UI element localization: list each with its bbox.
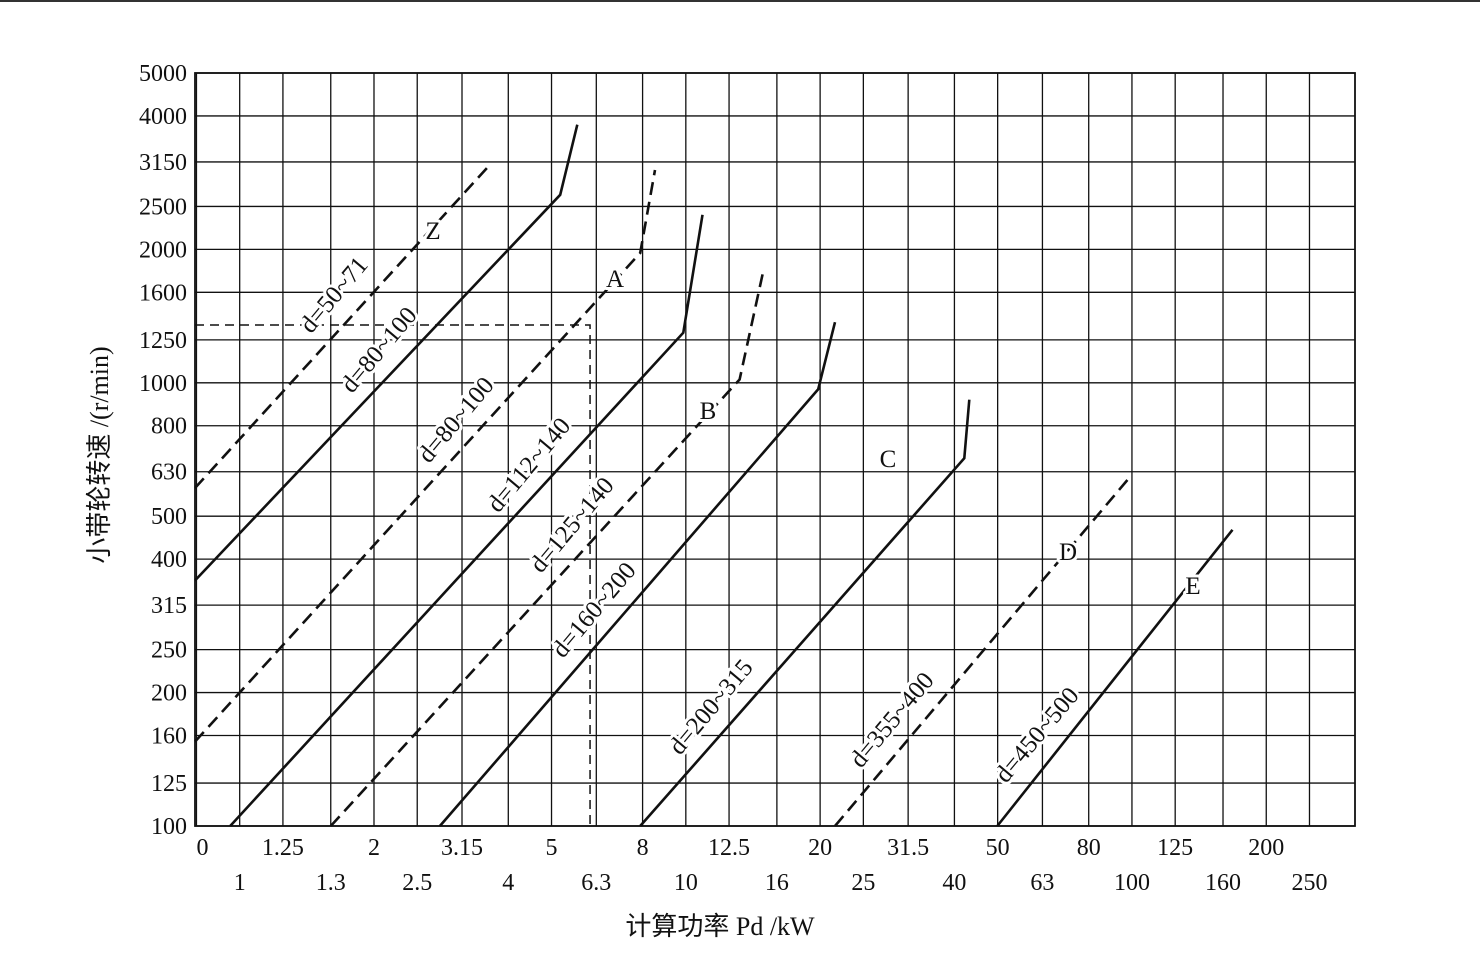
y-axis-title: 小带轮转速 /(r/min)	[85, 346, 114, 563]
belt-type-label: E	[1185, 573, 1200, 600]
x-tick-label: 8	[637, 835, 649, 861]
y-tick-label: 800	[151, 414, 187, 440]
x-tick-label: 80	[1077, 835, 1101, 861]
y-tick-label: 500	[151, 504, 187, 530]
x-tick-label: 10	[674, 870, 698, 896]
x-tick-label: 20	[808, 835, 832, 861]
top-rule	[0, 0, 1480, 2]
belt-type-label: C	[880, 446, 897, 473]
belt-line	[229, 214, 704, 827]
y-tick-label: 5000	[139, 61, 187, 87]
belt-type-label: B	[700, 398, 717, 425]
x-tick-label: 16	[765, 870, 789, 896]
y-tick-label: 160	[151, 724, 187, 750]
y-tick-label: 1250	[139, 328, 187, 354]
y-tick-label: 100	[151, 814, 187, 840]
x-tick-label: 63	[1030, 870, 1054, 896]
x-tick-label: 2.5	[402, 870, 432, 896]
belt-line	[834, 475, 1132, 827]
x-tick-label: 25	[851, 870, 875, 896]
plot-frame	[194, 72, 1356, 827]
x-tick-label: 250	[1291, 870, 1327, 896]
y-tick-label: 3150	[139, 150, 187, 176]
x-axis-title: 计算功率 Pd /kW	[625, 912, 815, 941]
series-label: d=80~100	[336, 302, 423, 398]
x-tick-label: 4	[502, 870, 514, 896]
x-tick-label: 1.25	[262, 835, 304, 861]
belt-line	[438, 321, 837, 827]
x-tick-label: 3.15	[441, 835, 483, 861]
x-tick-label: 50	[986, 835, 1010, 861]
belt-line	[329, 271, 765, 827]
x-tick-label: 40	[942, 870, 966, 896]
x-tick-label: 0	[196, 835, 208, 861]
x-tick-label: 160	[1205, 870, 1241, 896]
x-tick-label: 2	[368, 835, 380, 861]
y-tick-label: 2500	[139, 194, 187, 220]
x-tick-label: 12.5	[708, 835, 750, 861]
y-tick-label: 2000	[139, 237, 187, 263]
y-tick-label: 125	[151, 771, 187, 797]
belt-line	[639, 399, 971, 827]
guide-line	[195, 324, 591, 826]
x-tick-label: 6.3	[581, 870, 611, 896]
y-tick-label: 1600	[139, 280, 187, 306]
y-tick-label: 200	[151, 681, 187, 707]
y-tick-label: 250	[151, 638, 187, 664]
y-tick-label: 400	[151, 547, 187, 573]
x-tick-label: 31.5	[887, 835, 929, 861]
x-tick-label: 1.3	[316, 870, 346, 896]
y-tick-label: 630	[151, 460, 187, 486]
y-tick-label: 315	[151, 593, 187, 619]
belt-type-label: D	[1059, 539, 1077, 566]
x-tick-label: 200	[1248, 835, 1284, 861]
x-tick-label: 100	[1114, 870, 1150, 896]
x-tick-label: 5	[546, 835, 558, 861]
x-tick-label: 1	[234, 870, 246, 896]
belt-line	[194, 169, 657, 743]
belt-line	[194, 163, 491, 489]
y-tick-label: 1000	[139, 371, 187, 397]
belt-line	[194, 124, 579, 582]
y-tick-label: 4000	[139, 104, 187, 130]
x-tick-label: 125	[1157, 835, 1193, 861]
belt-type-label: A	[606, 266, 624, 293]
belt-type-label: Z	[425, 218, 440, 245]
belt-line	[996, 528, 1234, 827]
